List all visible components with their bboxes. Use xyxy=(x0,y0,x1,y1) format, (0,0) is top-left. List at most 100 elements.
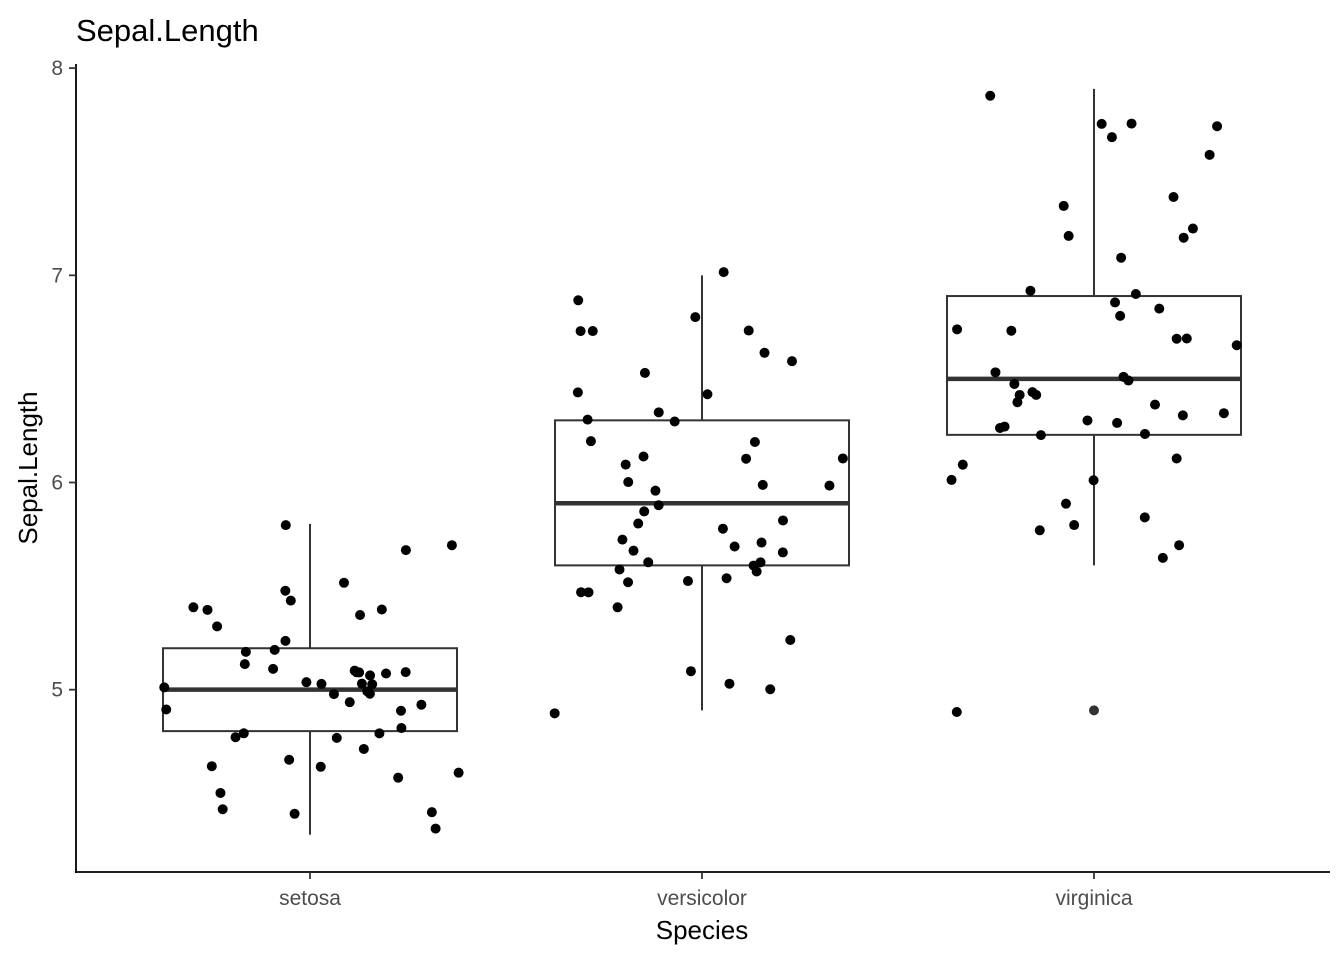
data-point-setosa xyxy=(280,635,291,646)
data-point-versicolor xyxy=(702,389,713,400)
data-point-virginica xyxy=(1181,333,1192,344)
data-point-virginica xyxy=(1014,389,1025,400)
data-point-setosa xyxy=(161,704,172,715)
data-point-setosa xyxy=(426,807,437,818)
data-point-versicolor xyxy=(582,414,593,425)
data-point-setosa xyxy=(289,808,300,819)
data-point-virginica xyxy=(1171,453,1182,464)
data-point-virginica xyxy=(1069,520,1080,531)
data-point-virginica xyxy=(1035,430,1046,441)
data-point-setosa xyxy=(367,679,378,690)
data-point-virginica xyxy=(1034,525,1045,536)
data-point-setosa xyxy=(215,787,226,798)
data-point-setosa xyxy=(206,761,217,772)
data-point-setosa xyxy=(356,678,367,689)
data-point-versicolor xyxy=(741,453,752,464)
data-point-versicolor xyxy=(623,577,634,588)
data-point-versicolor xyxy=(669,416,680,427)
y-tick-label: 8 xyxy=(51,57,63,80)
data-point-setosa xyxy=(239,659,250,670)
box-versicolor xyxy=(554,275,850,711)
outlier-point xyxy=(1089,705,1099,716)
x-tick-label: versicolor xyxy=(657,887,747,910)
data-point-versicolor xyxy=(685,666,696,677)
data-point-versicolor xyxy=(575,326,586,337)
data-point-versicolor xyxy=(583,587,594,598)
x-axis-title: Species xyxy=(656,915,749,945)
jitter-points-layer xyxy=(159,90,1242,834)
data-point-virginica xyxy=(1231,340,1242,351)
data-point-virginica xyxy=(1154,303,1165,314)
data-point-versicolor xyxy=(777,515,788,526)
data-point-setosa xyxy=(355,610,366,621)
data-point-virginica xyxy=(1082,415,1093,426)
data-point-virginica xyxy=(1006,325,1017,336)
data-point-virginica xyxy=(1031,389,1042,400)
data-point-versicolor xyxy=(585,436,596,447)
data-point-versicolor xyxy=(623,477,634,488)
data-point-virginica xyxy=(1106,132,1117,143)
data-point-versicolor xyxy=(765,684,776,695)
data-point-virginica xyxy=(1212,121,1223,132)
data-point-versicolor xyxy=(755,557,766,568)
y-axis-ticks: 5 6 7 8 xyxy=(51,57,76,702)
data-point-virginica xyxy=(990,367,1001,378)
data-point-versicolor xyxy=(749,437,760,448)
data-point-setosa xyxy=(238,728,249,739)
data-point-virginica xyxy=(1157,552,1168,563)
data-point-virginica xyxy=(985,90,996,101)
data-point-setosa xyxy=(316,678,327,689)
data-point-setosa xyxy=(358,743,369,754)
data-point-versicolor xyxy=(617,534,628,545)
data-point-virginica xyxy=(951,707,962,718)
data-point-versicolor xyxy=(717,523,728,534)
data-point-setosa xyxy=(268,663,279,674)
y-axis-title: Sepal.Length xyxy=(13,391,43,544)
data-point-versicolor xyxy=(638,451,649,462)
data-point-virginica xyxy=(1088,475,1099,486)
data-point-versicolor xyxy=(824,480,835,491)
x-tick-label: setosa xyxy=(279,887,341,910)
data-point-setosa xyxy=(338,577,349,588)
data-point-versicolor xyxy=(729,541,740,552)
data-point-virginica xyxy=(1178,232,1189,243)
data-point-versicolor xyxy=(573,295,584,306)
data-point-setosa xyxy=(269,644,280,655)
data-point-setosa xyxy=(430,823,441,834)
data-point-virginica xyxy=(1110,297,1121,308)
data-point-setosa xyxy=(349,665,360,676)
data-point-virginica xyxy=(957,459,968,470)
data-point-setosa xyxy=(344,697,355,708)
data-point-virginica xyxy=(1218,408,1229,419)
data-point-versicolor xyxy=(787,356,798,367)
data-point-setosa xyxy=(364,688,375,699)
data-point-setosa xyxy=(381,668,392,679)
data-point-versicolor xyxy=(837,453,848,464)
data-point-setosa xyxy=(400,667,411,678)
chart-title: Sepal.Length xyxy=(76,13,259,48)
data-point-versicolor xyxy=(620,459,631,470)
data-point-setosa xyxy=(217,804,228,815)
data-point-versicolor xyxy=(643,557,654,568)
data-point-setosa xyxy=(374,728,385,739)
data-point-setosa xyxy=(285,595,296,606)
data-point-virginica xyxy=(1171,333,1182,344)
data-point-setosa xyxy=(453,767,464,778)
data-point-setosa xyxy=(400,545,411,556)
data-point-setosa xyxy=(416,699,427,710)
y-tick-label: 7 xyxy=(51,264,63,287)
data-point-versicolor xyxy=(724,678,735,689)
data-point-setosa xyxy=(202,604,213,615)
data-point-setosa xyxy=(280,520,291,531)
data-point-versicolor xyxy=(690,312,701,323)
data-point-versicolor xyxy=(759,347,770,358)
data-point-virginica xyxy=(1139,428,1150,439)
data-point-virginica xyxy=(1168,192,1179,203)
iqr-box xyxy=(946,295,1242,436)
data-point-setosa xyxy=(446,540,457,551)
data-point-virginica xyxy=(952,324,963,335)
data-point-versicolor xyxy=(549,708,560,719)
data-point-virginica xyxy=(1025,285,1036,296)
data-point-setosa xyxy=(393,772,404,783)
